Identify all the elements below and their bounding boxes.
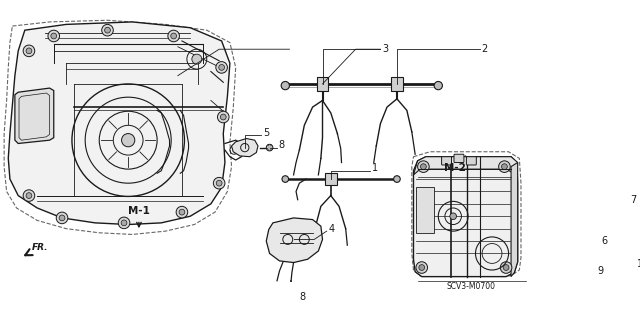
Circle shape xyxy=(418,161,429,173)
Circle shape xyxy=(499,161,510,173)
Text: M-2: M-2 xyxy=(444,162,465,173)
Text: 8: 8 xyxy=(300,292,305,302)
Circle shape xyxy=(122,134,135,147)
Circle shape xyxy=(26,48,32,54)
Circle shape xyxy=(500,262,512,273)
Circle shape xyxy=(26,193,32,198)
Circle shape xyxy=(51,33,57,39)
Text: 6: 6 xyxy=(602,236,608,246)
Circle shape xyxy=(609,268,619,278)
Circle shape xyxy=(216,62,227,73)
FancyBboxPatch shape xyxy=(317,77,328,91)
Polygon shape xyxy=(612,238,620,244)
Circle shape xyxy=(213,177,225,189)
Circle shape xyxy=(416,262,428,273)
Text: 4: 4 xyxy=(328,224,335,234)
Polygon shape xyxy=(511,162,518,277)
Circle shape xyxy=(48,30,60,42)
Text: SCV3-M0700: SCV3-M0700 xyxy=(447,282,496,291)
Circle shape xyxy=(121,220,127,226)
Circle shape xyxy=(266,144,273,151)
Circle shape xyxy=(216,180,222,186)
Polygon shape xyxy=(614,203,623,210)
FancyBboxPatch shape xyxy=(442,157,451,165)
Circle shape xyxy=(282,176,289,182)
Circle shape xyxy=(171,33,177,39)
Polygon shape xyxy=(232,138,258,157)
Circle shape xyxy=(281,81,289,90)
Polygon shape xyxy=(266,218,323,263)
Text: 5: 5 xyxy=(263,128,269,138)
Text: 1: 1 xyxy=(372,163,378,173)
FancyBboxPatch shape xyxy=(467,157,476,165)
Circle shape xyxy=(394,176,400,182)
Circle shape xyxy=(450,213,456,219)
Circle shape xyxy=(168,30,179,42)
FancyBboxPatch shape xyxy=(325,173,337,185)
Text: M-1: M-1 xyxy=(128,206,150,216)
Circle shape xyxy=(611,270,616,275)
Text: 7: 7 xyxy=(630,195,636,205)
Text: 9: 9 xyxy=(598,266,604,276)
Text: 10: 10 xyxy=(637,259,640,269)
FancyBboxPatch shape xyxy=(454,154,464,162)
Polygon shape xyxy=(8,22,230,225)
Circle shape xyxy=(118,217,130,229)
Circle shape xyxy=(23,190,35,201)
FancyBboxPatch shape xyxy=(620,270,627,275)
Polygon shape xyxy=(413,157,518,277)
Text: 2: 2 xyxy=(481,44,488,54)
Circle shape xyxy=(420,164,426,169)
Circle shape xyxy=(503,265,509,271)
Polygon shape xyxy=(416,187,434,233)
Circle shape xyxy=(434,81,442,90)
Text: FR.: FR. xyxy=(25,243,48,255)
Circle shape xyxy=(23,45,35,57)
Text: 3: 3 xyxy=(382,44,388,54)
FancyBboxPatch shape xyxy=(288,287,294,292)
Circle shape xyxy=(192,54,202,64)
Circle shape xyxy=(220,114,226,120)
Text: 8: 8 xyxy=(278,140,285,150)
Polygon shape xyxy=(15,88,54,144)
Circle shape xyxy=(419,265,425,271)
Circle shape xyxy=(102,24,113,36)
Circle shape xyxy=(104,27,110,33)
Circle shape xyxy=(56,212,68,224)
Polygon shape xyxy=(413,157,518,175)
Circle shape xyxy=(179,209,185,215)
Circle shape xyxy=(502,164,508,169)
FancyBboxPatch shape xyxy=(391,77,403,91)
Circle shape xyxy=(219,64,225,70)
Circle shape xyxy=(59,215,65,221)
Circle shape xyxy=(218,111,229,123)
Circle shape xyxy=(176,206,188,218)
